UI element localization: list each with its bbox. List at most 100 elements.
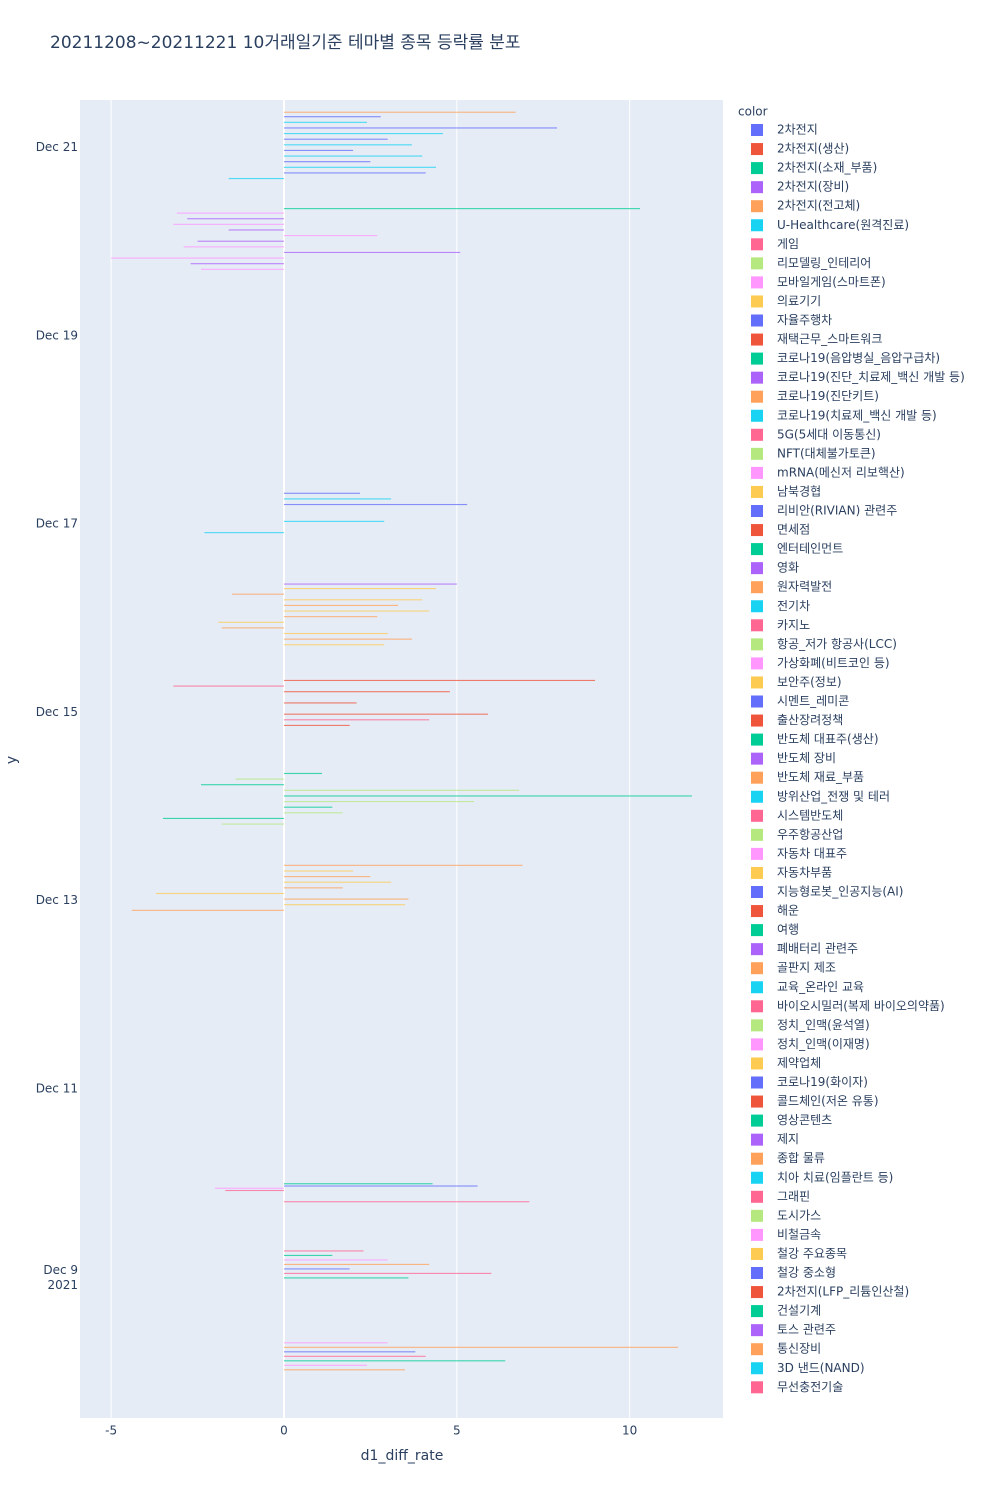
bar xyxy=(283,161,371,163)
bar xyxy=(283,1183,433,1185)
bar xyxy=(232,593,284,595)
legend-swatch xyxy=(751,333,763,346)
bar xyxy=(283,1185,478,1187)
bar xyxy=(283,876,371,878)
legend-swatch xyxy=(751,1095,763,1108)
bar xyxy=(283,127,558,129)
legend-label: 코로나19(화이자) xyxy=(777,1075,868,1089)
bar xyxy=(283,795,692,797)
bar xyxy=(283,789,520,791)
legend-label: mRNA(메신저 리보핵산) xyxy=(777,465,905,479)
legend-swatch xyxy=(751,886,763,898)
legend-swatch xyxy=(751,1209,763,1222)
chart-title: 20211208~20211221 10거래일기준 테마별 종목 등락률 분포 xyxy=(50,33,521,53)
bar xyxy=(162,817,284,819)
legend-label: 통신장비 xyxy=(777,1342,821,1356)
bar xyxy=(283,719,430,721)
legend-label: 카지노 xyxy=(777,618,810,632)
bar xyxy=(283,155,423,157)
bar xyxy=(283,702,357,704)
bar xyxy=(283,251,461,254)
legend-swatch xyxy=(751,505,763,517)
legend-swatch xyxy=(751,162,763,175)
legend-label: 코로나19(음압병실_음압구급차) xyxy=(777,351,940,365)
bar xyxy=(190,263,284,265)
legend-label: 철강 중소형 xyxy=(777,1266,836,1280)
bar xyxy=(283,904,405,906)
bar xyxy=(214,1187,284,1189)
bar xyxy=(283,881,392,883)
bar xyxy=(283,144,412,146)
legend-label: 엔터테인먼트 xyxy=(777,542,843,556)
bar xyxy=(235,778,284,780)
legend-swatch xyxy=(751,1267,763,1279)
legend-swatch xyxy=(751,905,763,918)
legend-swatch xyxy=(751,1000,763,1013)
legend-swatch xyxy=(751,1057,763,1070)
bar xyxy=(283,801,475,803)
legend-swatch xyxy=(751,657,763,670)
legend-swatch xyxy=(751,143,763,156)
legend-swatch xyxy=(751,257,763,270)
plot-background xyxy=(80,100,723,1418)
bar xyxy=(283,138,388,140)
legend-swatch xyxy=(751,562,763,575)
bar xyxy=(200,268,284,270)
legend-swatch xyxy=(751,1019,763,1032)
legend-swatch xyxy=(751,181,763,194)
bar xyxy=(228,177,284,180)
y-tick-label: Dec 17 xyxy=(36,516,78,530)
bar xyxy=(283,492,361,494)
legend-swatch xyxy=(751,809,763,822)
bar xyxy=(187,218,284,220)
legend-swatch xyxy=(751,352,763,365)
legend-swatch xyxy=(751,714,763,727)
bar xyxy=(183,246,284,248)
legend-swatch xyxy=(751,847,763,860)
y-tick-label: Dec 21 xyxy=(36,140,78,154)
legend-label: 5G(5세대 이동통신) xyxy=(777,427,881,441)
legend-label: 영화 xyxy=(777,561,799,575)
legend-label: 리비안(RIVIAN) 관련주 xyxy=(777,504,897,518)
legend-label: 우주항공산업 xyxy=(777,827,843,841)
legend-swatch xyxy=(751,733,763,746)
legend-swatch xyxy=(751,1171,763,1184)
legend-label: 코로나19(치료제_백신 개발 등) xyxy=(777,408,937,422)
bar xyxy=(283,1250,364,1252)
y-tick-label: Dec 9 2021 xyxy=(43,1262,78,1291)
legend-swatch xyxy=(751,371,763,384)
bar xyxy=(225,1189,284,1192)
legend-label: 폐배터리 관련주 xyxy=(777,942,858,956)
legend-swatch xyxy=(751,1228,763,1241)
legend-label: 리모델링_인테리어 xyxy=(777,256,871,270)
legend-swatch xyxy=(751,1133,763,1146)
legend-label: 자동차부품 xyxy=(777,865,832,879)
legend-label: 보안주(정보) xyxy=(777,675,842,689)
legend-swatch xyxy=(751,428,763,441)
bar xyxy=(283,1346,679,1348)
legend-swatch xyxy=(751,409,763,422)
x-tick-label: 0 xyxy=(280,1424,288,1438)
legend-label: 도시가스 xyxy=(777,1208,821,1222)
bar xyxy=(283,503,468,506)
legend-swatch xyxy=(751,619,763,632)
legend-label: 여행 xyxy=(777,922,799,937)
legend-swatch xyxy=(751,581,763,594)
y-tick-label: Dec 11 xyxy=(36,1081,78,1095)
bar xyxy=(283,1355,426,1357)
bar xyxy=(283,644,385,646)
legend-label: 치아 치료(임플란트 등) xyxy=(777,1170,893,1184)
legend-label: 비철금속 xyxy=(777,1227,821,1241)
legend-swatch xyxy=(751,314,763,327)
legend-label: 시멘트_레미콘 xyxy=(777,694,849,708)
legend-swatch xyxy=(751,1076,763,1089)
bar xyxy=(283,1201,530,1203)
bar xyxy=(283,172,426,174)
legend-label: 콜드체인(저온 유통) xyxy=(777,1094,879,1108)
bar xyxy=(228,229,284,231)
legend-label: 건설기계 xyxy=(777,1304,821,1318)
bar xyxy=(111,257,284,259)
bar xyxy=(283,679,596,682)
